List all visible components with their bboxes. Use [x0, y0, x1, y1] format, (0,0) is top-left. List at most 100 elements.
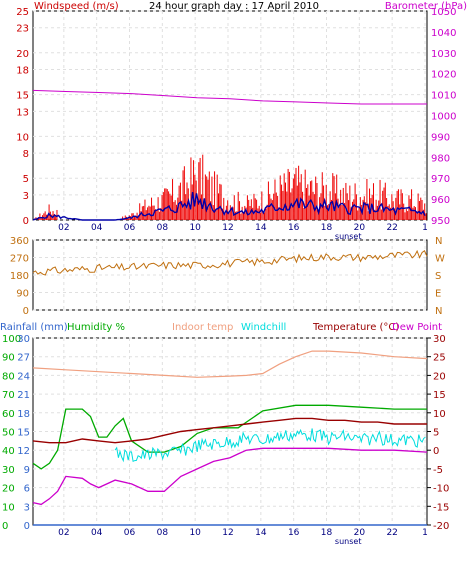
x-tick-label-top: 12	[222, 223, 233, 233]
x-tick-label-top: 14	[255, 223, 267, 233]
wind-tick-label: 20	[16, 49, 29, 60]
rain-tick-label: 0	[24, 521, 30, 532]
dewpoint-line	[32, 447, 428, 506]
x-tick-label-top: 22	[386, 223, 397, 233]
rain-tick-label: 12	[17, 446, 30, 457]
x-tick-label-top: 16	[288, 223, 300, 233]
temp-tick-label: -15	[433, 502, 449, 513]
baro-tick-label: 1010	[431, 91, 456, 102]
rain-tick-label: 3	[24, 502, 30, 513]
direction-tick-label: 90	[16, 289, 29, 300]
rain-tick-label: 30	[17, 334, 30, 345]
x-tick-label-bottom: 20	[354, 528, 366, 538]
temp-panel-legend-label: Humidity %	[67, 322, 125, 333]
compass-label: W	[435, 254, 445, 265]
windchill-line	[114, 428, 426, 463]
baro-tick-label: 1020	[431, 70, 456, 81]
direction-tick-label: 180	[10, 271, 29, 282]
baro-tick-label: 1040	[431, 28, 456, 39]
wind-tick-label: 18	[16, 66, 29, 77]
chart-series	[32, 89, 428, 526]
temp-tick-label: -5	[433, 465, 443, 476]
wind-tick-label: 15	[16, 91, 29, 102]
temp-tick-label: 25	[433, 353, 446, 364]
x-tick-label-bottom: 14	[255, 528, 267, 538]
sunset-label-top: sunset	[335, 232, 362, 241]
temp-tick-label: -10	[433, 484, 449, 495]
humidity-tick-label: 70	[2, 390, 15, 401]
rain-tick-label: 27	[17, 353, 30, 364]
compass-label: N	[435, 236, 442, 247]
temp-tick-label: 0	[433, 446, 439, 457]
rain-tick-label: 21	[17, 390, 30, 401]
baro-tick-label: 1000	[431, 112, 456, 123]
temp-panel-legend-label: Dew Point	[392, 322, 442, 333]
wind-direction-line	[32, 249, 428, 276]
temperature-line	[32, 417, 427, 444]
panel-frames	[32, 10, 428, 526]
humidity-tick-label: 90	[2, 353, 15, 364]
rain-tick-label: 6	[24, 484, 30, 495]
panel-frame-1	[32, 10, 428, 221]
baro-tick-label: 980	[431, 153, 450, 164]
x-tick-label-bottom: 04	[91, 528, 103, 538]
temp-tick-label: 20	[433, 371, 446, 382]
temp-tick-label: 15	[433, 390, 446, 401]
x-tick-label-top: 20	[354, 223, 366, 233]
x-tick-label-bottom: 06	[124, 528, 136, 538]
chart-labels: Windspeed (m/s) 24 hour graph day : 17 Ap…	[0, 1, 467, 546]
x-tick-label-top: 06	[124, 223, 136, 233]
compass-label: N	[435, 306, 442, 317]
compass-label: E	[435, 289, 441, 300]
rain-tick-label: 24	[17, 371, 30, 382]
humidity-tick-label: 50	[2, 428, 15, 439]
temp-tick-label: -20	[433, 521, 449, 532]
humidity-tick-label: 10	[2, 502, 15, 513]
x-tick-label-bottom: 16	[288, 528, 300, 538]
x-tick-label-bottom: 10	[189, 528, 201, 538]
baro-tick-label: 970	[431, 174, 450, 185]
baro-tick-label: 1050	[431, 7, 456, 18]
humidity-tick-label: 40	[2, 446, 15, 457]
wind-tick-label: 0	[23, 216, 29, 227]
x-tick-label-top: 08	[157, 223, 169, 233]
wind-tick-label: 13	[16, 107, 29, 118]
wind-tick-label: 3	[23, 191, 29, 202]
wind-tick-label: 23	[16, 24, 29, 35]
temp-tick-label: 30	[433, 334, 446, 345]
temp-panel-legend-label: Windchill	[241, 322, 286, 333]
direction-tick-label: 270	[10, 254, 29, 265]
panel-frame-2	[32, 239, 428, 311]
rain-tick-label: 9	[24, 465, 30, 476]
panel-frame-3	[32, 337, 428, 526]
wind-tick-label: 25	[16, 7, 29, 18]
direction-tick-label: 0	[23, 306, 29, 317]
direction-tick-label: 360	[10, 236, 29, 247]
chart-title: 24 hour graph day : 17 April 2010	[149, 1, 319, 12]
wind-tick-label: 8	[23, 149, 29, 160]
rain-tick-label: 15	[17, 428, 30, 439]
temp-tick-label: 10	[433, 409, 446, 420]
average-wind-line	[32, 192, 426, 221]
x-tick-label-bottom: 18	[321, 528, 333, 538]
x-tick-label-top: 02	[58, 223, 69, 233]
humidity-tick-label: 0	[2, 521, 8, 532]
indoor-temp-line	[32, 350, 428, 378]
x-tick-label-bottom: 12	[222, 528, 233, 538]
wind-tick-label: 5	[23, 174, 29, 185]
wind-tick-label: 10	[16, 132, 29, 143]
temp-panel-legend-label: Rainfall (mm)	[0, 322, 68, 333]
humidity-tick-label: 80	[2, 371, 15, 382]
x-tick-label-top: 18	[321, 223, 333, 233]
temp-panel-legend-label: Indoor temp	[172, 322, 233, 333]
x-tick-label-top: 04	[91, 223, 103, 233]
barometer-axis-label: Barometer (hPa)	[385, 1, 467, 12]
x-tick-label-bottom: 02	[58, 528, 69, 538]
x-tick-label-bottom: 08	[157, 528, 169, 538]
baro-tick-label: 990	[431, 132, 450, 143]
baro-tick-label: 960	[431, 195, 450, 206]
humidity-tick-label: 60	[2, 409, 15, 420]
baro-tick-label: 950	[431, 216, 450, 227]
x-tick-label-top: 10	[189, 223, 201, 233]
